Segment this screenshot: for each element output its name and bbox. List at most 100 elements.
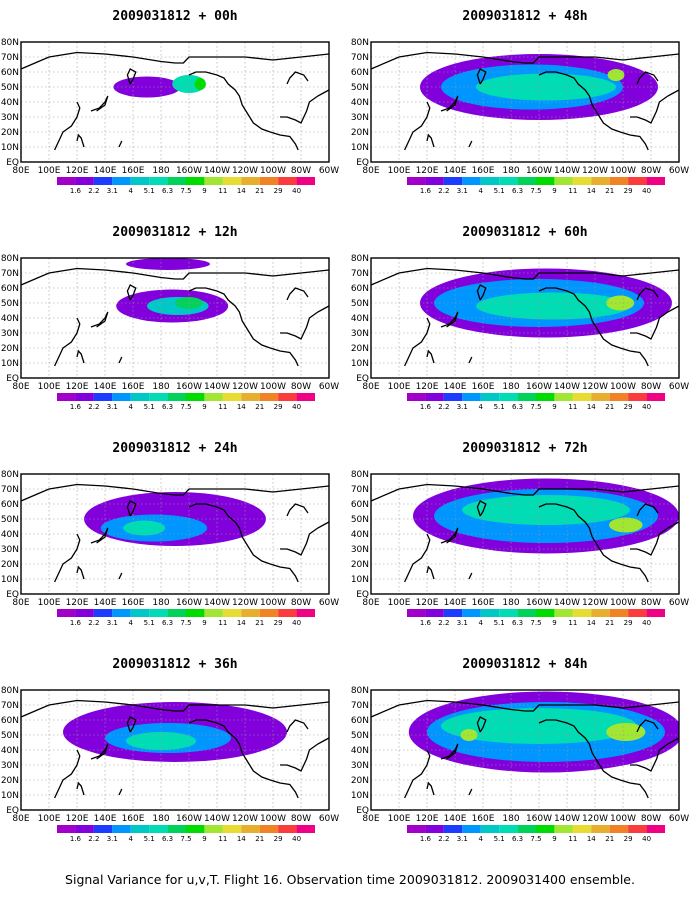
colorbar-label: 1.6 [70, 619, 82, 627]
coastline [404, 317, 431, 367]
x-tick-label: 60W [319, 166, 339, 176]
colorbar-label: 6.3 [512, 187, 523, 195]
colorbar-label: 7.5 [180, 835, 191, 843]
colorbar-swatch [75, 825, 94, 833]
colorbar-label: 3.1 [107, 619, 118, 627]
y-tick-label: EQ [356, 374, 369, 384]
x-tick-label: 180 [152, 598, 169, 608]
colorbar-swatch [259, 177, 279, 185]
colorbar-swatch [628, 825, 647, 833]
y-tick-label: 40N [351, 746, 369, 756]
coastline [404, 101, 431, 151]
x-tick-label: 140E [444, 598, 467, 608]
coastline [426, 349, 435, 364]
colorbar-label: 21 [255, 835, 264, 843]
x-tick-label: 100W [260, 166, 286, 176]
y-tick-label: 30N [1, 545, 19, 555]
x-tick-label: 120E [416, 382, 439, 392]
panel-title: 2009031812 + 24h [112, 441, 237, 456]
y-tick-label: 20N [1, 560, 19, 570]
coastline [175, 269, 329, 280]
colorbar-label: 5.1 [144, 619, 155, 627]
y-tick-label: 10N [351, 575, 369, 585]
y-tick-label: 80N [1, 254, 19, 264]
x-tick-label: 120E [416, 598, 439, 608]
x-tick-label: 160W [176, 166, 202, 176]
colorbar-swatch [425, 609, 444, 617]
x-tick-label: 80E [12, 598, 29, 608]
coastline [90, 743, 109, 760]
colorbar-swatch [278, 609, 297, 617]
x-tick-label: 160W [176, 382, 202, 392]
y-tick-label: 60N [1, 500, 19, 510]
coastline [118, 140, 123, 148]
coastline [126, 284, 137, 301]
colorbar-label: 1.6 [70, 403, 82, 411]
x-tick-label: 140W [204, 166, 230, 176]
colorbar-swatch [296, 825, 315, 833]
x-tick-label: 180 [152, 814, 169, 824]
x-tick-label: 100W [260, 598, 286, 608]
y-tick-label: 40N [1, 98, 19, 108]
colorbar-label: 5.1 [144, 403, 155, 411]
colorbar-label: 29 [624, 619, 633, 627]
colorbar-label: 6.3 [512, 403, 523, 411]
variance-contour [606, 723, 646, 741]
x-tick-label: 160W [176, 814, 202, 824]
y-tick-label: 40N [351, 530, 369, 540]
y-tick-label: 60N [351, 500, 369, 510]
variance-contour [113, 76, 181, 98]
panel-title: 2009031812 + 60h [462, 225, 587, 240]
colorbar-label: 7.5 [180, 619, 191, 627]
colorbar-swatch [480, 177, 500, 185]
coastline [126, 500, 137, 517]
y-tick-label: 30N [351, 329, 369, 339]
x-tick-label: 100W [260, 814, 286, 824]
x-tick-label: 80E [362, 382, 379, 392]
x-tick-label: 60W [319, 598, 339, 608]
y-tick-label: 40N [1, 746, 19, 756]
colorbar-label: 9 [202, 403, 206, 411]
colorbar-swatch [536, 609, 555, 617]
colorbar-swatch [167, 825, 186, 833]
colorbar-swatch [112, 825, 131, 833]
colorbar-swatch [407, 609, 426, 617]
variance-contour [607, 69, 625, 81]
y-tick-label: 40N [1, 530, 19, 540]
y-tick-label: 30N [1, 113, 19, 123]
colorbar-swatch [499, 177, 518, 185]
x-tick-label: 180 [502, 598, 519, 608]
colorbar-label: 11 [568, 403, 577, 411]
map-panel: 2009031812 + 84h 80N 70N 60N 50N 40N 30N 20N 10N… [351, 657, 689, 843]
colorbar-label: 9 [552, 835, 556, 843]
colorbar-label: 4 [478, 403, 483, 411]
coastline [468, 788, 473, 796]
variance-contour [126, 258, 210, 270]
colorbar-label: 7.5 [530, 187, 541, 195]
colorbar-label: 1.6 [420, 619, 432, 627]
x-tick-label: 140W [204, 382, 230, 392]
panel-title: 2009031812 + 48h [462, 9, 587, 24]
coastline [630, 305, 679, 340]
map-area [21, 474, 329, 594]
colorbar-label: 1.6 [420, 187, 432, 195]
map-frame [370, 473, 680, 595]
colorbar-label: 2.2 [88, 619, 99, 627]
coastline [76, 781, 85, 796]
y-tick-label: 20N [1, 776, 19, 786]
x-tick-label: 120W [582, 382, 608, 392]
colorbar-swatch [462, 393, 481, 401]
colorbar-swatch [93, 609, 113, 617]
x-tick-label: 100E [388, 814, 411, 824]
coastline [371, 483, 526, 502]
y-tick-label: 40N [351, 98, 369, 108]
map-area [21, 690, 329, 810]
colorbar-swatch [186, 393, 205, 401]
colorbar-label: 3.1 [457, 619, 468, 627]
x-tick-label: 100E [38, 382, 61, 392]
coastline [440, 743, 459, 760]
x-tick-label: 160W [526, 382, 552, 392]
x-tick-label: 120W [232, 166, 258, 176]
coastline [440, 311, 459, 328]
x-tick-label: 140W [204, 814, 230, 824]
